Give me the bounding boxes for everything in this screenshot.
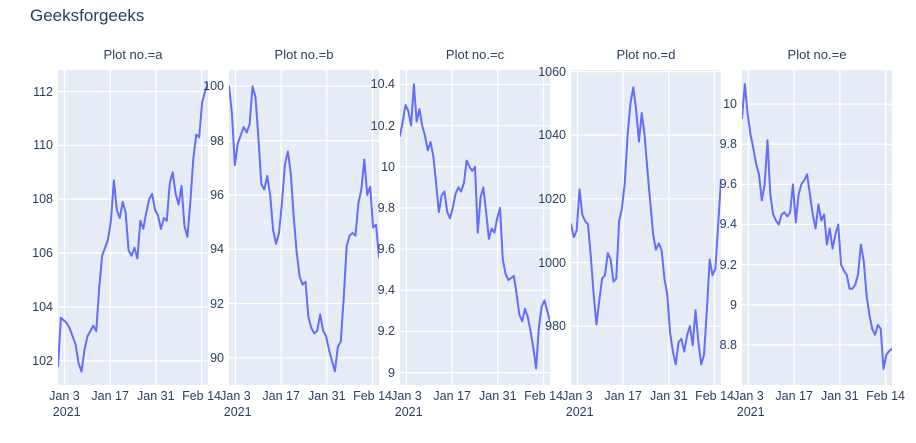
x-tick-label: Jan 3 [562, 389, 593, 403]
plot-wrap: 9 9.2 9.4 9.6 9.8 10 10.2 10.4 Jan 3 Jan 17 Jan 31… [371, 70, 563, 419]
x-tick-label: Jan 3 [49, 389, 80, 403]
year-label: 2021 [394, 405, 423, 419]
x-tick-label: Jan 31 [479, 389, 517, 403]
plot-area[interactable] [742, 70, 892, 385]
y-tick-label: 10 [381, 159, 395, 174]
x-tick-label: Jan 31 [308, 389, 346, 403]
gridlines [742, 70, 892, 385]
line-series[interactable] [58, 82, 208, 373]
plot-wrap: 980 1000 1020 1040 1060 Jan 3 Jan 17 Jan 31 Feb … [538, 65, 734, 419]
y-tick-label: 9.6 [377, 242, 395, 257]
plot-area[interactable] [400, 70, 550, 385]
facet-a: Plot no.=a 102 104 106 108 110 112 Jan 3 Jan 17 J… [32, 46, 221, 419]
gridlines [400, 70, 550, 385]
x-tick-label: Feb 14 [866, 389, 906, 403]
gridlines [229, 70, 379, 385]
x-tick-label: Feb 14 [695, 389, 735, 403]
year-label: 2021 [52, 405, 81, 419]
y-tick-label: 1000 [538, 255, 566, 270]
facet-title: Plot no.=d [616, 47, 676, 62]
x-tick-label: Jan 17 [262, 389, 300, 403]
plot-background [400, 70, 550, 385]
x-tick-label: Jan 17 [91, 389, 129, 403]
line-series[interactable] [742, 83, 892, 370]
y-tick-label: 9 [730, 297, 737, 312]
page-title: Geeksforgeeks [30, 6, 145, 25]
y-tick-label: 10.4 [370, 77, 395, 92]
y-tick-label: 1060 [538, 64, 566, 79]
y-tick-label: 980 [545, 319, 566, 334]
line-series[interactable] [571, 86, 721, 366]
x-tick-label: Jan 17 [775, 389, 813, 403]
year-label: 2021 [565, 405, 594, 419]
plot-area[interactable] [571, 70, 721, 385]
y-tick-label: 9.2 [377, 324, 395, 339]
x-tick-label: Jan 3 [733, 389, 764, 403]
year-label: 2021 [736, 405, 765, 419]
plot-wrap: 102 104 106 108 110 112 Jan 3 Jan 17 Jan 31 Feb 1… [32, 70, 221, 419]
y-tick-label: 9.2 [719, 257, 737, 272]
plot-wrap: 90 92 94 96 98 100 Jan 3 Jan 17 Jan 31 Feb 14 2021 [203, 70, 392, 419]
facet-title: Plot no.=a [103, 47, 163, 62]
x-tick-label: Jan 31 [650, 389, 688, 403]
y-tick-label: 9.8 [719, 137, 737, 152]
x-tick-label: Jan 3 [391, 389, 422, 403]
y-tick-label: 106 [32, 246, 53, 261]
plot-background [742, 70, 892, 385]
x-tick-label: Feb 14 [524, 389, 564, 403]
y-tick-label: 90 [210, 350, 224, 365]
facet-c: Plot no.=c 9 9.2 9.4 9.6 9.8 10 10.2 10.4 Jan 3 Ja… [371, 46, 563, 419]
y-tick-label: 102 [32, 353, 53, 368]
facet-b: Plot no.=b 90 92 94 96 98 100 Jan 3 Jan 17 Jan 31… [203, 46, 392, 419]
plot-background [571, 70, 721, 385]
plot-background [229, 70, 379, 385]
x-tick-label: Jan 17 [604, 389, 642, 403]
plot-area[interactable] [229, 70, 379, 385]
x-tick-label: Jan 31 [821, 389, 859, 403]
y-tick-label: 9 [388, 365, 395, 380]
plot-wrap: 8.8 9 9.2 9.4 9.6 9.8 10 Jan 3 Jan 17 Jan 31 Feb 1… [720, 70, 905, 419]
y-tick-label: 9.6 [719, 177, 737, 192]
x-tick-label: Feb 14 [353, 389, 393, 403]
y-tick-label: 9.4 [719, 217, 737, 232]
plot-area[interactable] [58, 70, 208, 385]
y-tick-label: 112 [33, 84, 53, 99]
plot-background [58, 70, 208, 385]
x-tick-label: Jan 3 [220, 389, 251, 403]
y-tick-label: 1040 [538, 128, 566, 143]
line-series[interactable] [229, 85, 379, 373]
y-tick-label: 1020 [538, 191, 566, 206]
y-tick-label: 108 [32, 192, 53, 207]
y-tick-label: 8.8 [719, 337, 737, 352]
y-tick-label: 104 [32, 299, 53, 314]
facet-title: Plot no.=b [274, 47, 334, 62]
x-tick-label: Jan 17 [433, 389, 471, 403]
y-tick-label: 98 [210, 133, 224, 148]
facet-row: Plot no.=a 102 104 106 108 110 112 Jan 3 Jan 17 J… [32, 46, 905, 419]
line-series[interactable] [400, 83, 550, 370]
y-tick-label: 10 [723, 97, 737, 112]
y-tick-label: 9.4 [377, 283, 395, 298]
y-tick-label: 96 [210, 187, 224, 202]
facet-title: Plot no.=e [787, 47, 847, 62]
y-tick-label: 94 [210, 242, 224, 257]
y-tick-label: 100 [203, 79, 224, 94]
y-tick-label: 10.2 [370, 118, 395, 133]
facet-title: Plot no.=c [445, 47, 505, 62]
facet-d: Plot no.=d 980 1000 1020 1040 1060 Jan 3 Jan 17… [538, 46, 734, 419]
y-tick-label: 110 [33, 138, 53, 153]
year-label: 2021 [223, 405, 252, 419]
x-tick-label: Jan 31 [137, 389, 175, 403]
y-tick-label: 9.8 [377, 200, 395, 215]
x-tick-label: Feb 14 [182, 389, 222, 403]
y-tick-label: 92 [210, 296, 224, 311]
facet-e: Plot no.=e 8.8 9 9.2 9.4 9.6 9.8 10 Jan 3 Jan 17 J… [720, 46, 905, 419]
